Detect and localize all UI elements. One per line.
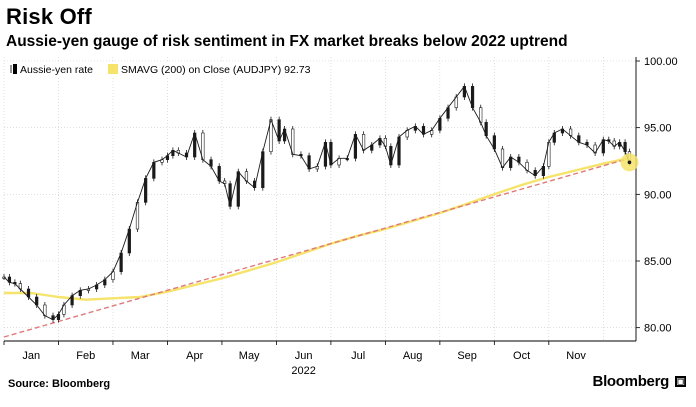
x-tick-label: Mar (131, 350, 150, 362)
sma-200-line (4, 156, 630, 301)
x-tick-label: Oct (513, 350, 530, 362)
legend-price-icon-small (10, 65, 12, 73)
source-note: Source: Bloomberg (8, 378, 111, 390)
x-year-label: 2022 (291, 365, 315, 377)
bloomberg-badge-icon: ▣ (675, 376, 686, 387)
last-value-dot (627, 160, 632, 165)
x-tick-label: May (239, 350, 260, 362)
x-tick-label: Sep (457, 350, 477, 362)
y-tick-label: 95.00 (644, 123, 672, 135)
chart-title: Risk Off (6, 4, 92, 29)
y-tick-label: 90.00 (644, 189, 672, 201)
axis-layer: 100.00 95.00 90.00 85.00 80.00 Jan Feb Mar Apr Ma… (3, 56, 678, 377)
x-tick-label: Aug (403, 350, 423, 362)
x-tick-label: Nov (566, 350, 586, 362)
y-tick-label: 100.00 (644, 56, 678, 68)
grid-layer (3, 57, 636, 341)
series-layer (2, 83, 639, 338)
uptrend-line (3, 157, 630, 338)
legend-price-label: Aussie-yen rate (20, 64, 93, 76)
y-tick-label: 80.00 (644, 323, 672, 335)
legend-sma-icon (108, 64, 118, 74)
legend-sma-label: SMAVG (200) on Close (AUDJPY) 92.73 (121, 64, 311, 76)
y-tick-label: 85.00 (644, 256, 672, 268)
legend-layer: Aussie-yen rate SMAVG (200) on Close (AU… (8, 62, 311, 76)
x-tick-label: Apr (186, 350, 203, 362)
x-tick-label: Jul (351, 350, 365, 362)
price-line (3, 85, 630, 321)
legend-price-icon (13, 64, 17, 74)
legend-background (8, 62, 308, 76)
chart-subtitle: Aussie-yen gauge of risk sentiment in FX… (6, 33, 568, 50)
bloomberg-logo-text: Bloomberg (592, 373, 670, 390)
x-tick-label: Feb (76, 350, 95, 362)
x-tick-label: Jan (22, 350, 40, 362)
x-tick-label: Jun (295, 350, 313, 362)
